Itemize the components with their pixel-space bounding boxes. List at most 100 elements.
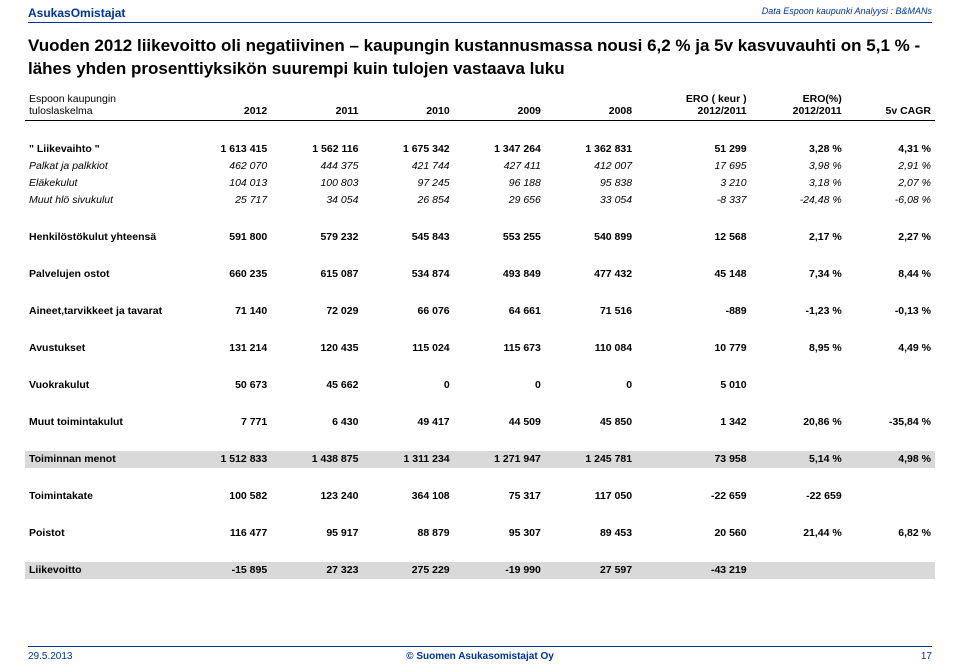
cell-value: 2,27 % xyxy=(846,229,935,246)
cell-value xyxy=(751,562,846,579)
cell-value: 75 317 xyxy=(454,488,545,505)
cell-value: 2,07 % xyxy=(846,175,935,192)
table-row: Palvelujen ostot660 235615 087534 874493… xyxy=(25,266,935,283)
cell-value: 25 717 xyxy=(180,192,271,209)
cell-value: 21,44 % xyxy=(751,525,846,542)
row-label: Vuokrakulut xyxy=(25,377,180,394)
cell-value: -22 659 xyxy=(636,488,751,505)
cell-value: 7 771 xyxy=(180,414,271,431)
cell-value: 8,44 % xyxy=(846,266,935,283)
footer-org: © Suomen Asukasomistajat Oy xyxy=(28,651,932,662)
table-row: Aineet,tarvikkeet ja tavarat71 14072 029… xyxy=(25,303,935,320)
cell-value: 364 108 xyxy=(362,488,453,505)
cell-value: 545 843 xyxy=(362,229,453,246)
cell-value: -889 xyxy=(636,303,751,320)
cell-value: 100 803 xyxy=(271,175,362,192)
cell-value: 275 229 xyxy=(362,562,453,579)
cell-value: 3,18 % xyxy=(751,175,846,192)
cell-value: 412 007 xyxy=(545,158,636,175)
cell-value: 120 435 xyxy=(271,340,362,357)
cell-value: 579 232 xyxy=(271,229,362,246)
row-label: Muut toimintakulut xyxy=(25,414,180,431)
cell-value: 45 148 xyxy=(636,266,751,283)
row-label: Liikevoitto xyxy=(25,562,180,579)
col-header: Espoon kaupungintuloslaskelma xyxy=(25,91,180,121)
cell-value: 45 850 xyxy=(545,414,636,431)
cell-value: 540 899 xyxy=(545,229,636,246)
brand: AsukasOmistajat xyxy=(28,6,125,20)
cell-value: 123 240 xyxy=(271,488,362,505)
cell-value: 1 271 947 xyxy=(454,451,545,468)
col-header: ERO ( keur )2012/2011 xyxy=(636,91,751,121)
cell-value: 5 010 xyxy=(636,377,751,394)
cell-value: 50 673 xyxy=(180,377,271,394)
cell-value: 615 087 xyxy=(271,266,362,283)
table-row: Liikevoitto-15 89527 323275 229-19 99027… xyxy=(25,562,935,579)
cell-value: 44 509 xyxy=(454,414,545,431)
cell-value: 462 070 xyxy=(180,158,271,175)
cell-value: 4,31 % xyxy=(846,141,935,158)
cell-value: -15 895 xyxy=(180,562,271,579)
cell-value: 100 582 xyxy=(180,488,271,505)
footer: 29.5.2013 © Suomen Asukasomistajat Oy 17 xyxy=(28,646,932,662)
cell-value: 1 362 831 xyxy=(545,141,636,158)
cell-value: 1 512 833 xyxy=(180,451,271,468)
cell-value: 553 255 xyxy=(454,229,545,246)
cell-value xyxy=(846,562,935,579)
cell-value: 17 695 xyxy=(636,158,751,175)
cell-value: 1 562 116 xyxy=(271,141,362,158)
cell-value: 534 874 xyxy=(362,266,453,283)
cell-value: 131 214 xyxy=(180,340,271,357)
row-label: " Liikevaihto " xyxy=(25,141,180,158)
col-header: ERO(%)2012/2011 xyxy=(751,91,846,121)
col-header: 2009 xyxy=(454,91,545,121)
cell-value: 5,14 % xyxy=(751,451,846,468)
cell-value: 427 411 xyxy=(454,158,545,175)
cell-value: 477 432 xyxy=(545,266,636,283)
col-header: 2008 xyxy=(545,91,636,121)
table-row: Toiminnan menot1 512 8331 438 8751 311 2… xyxy=(25,451,935,468)
cell-value: 6,82 % xyxy=(846,525,935,542)
cell-value: 3,98 % xyxy=(751,158,846,175)
cell-value: 0 xyxy=(454,377,545,394)
cell-value: 1 342 xyxy=(636,414,751,431)
row-label: Aineet,tarvikkeet ja tavarat xyxy=(25,303,180,320)
cell-value: 66 076 xyxy=(362,303,453,320)
cell-value: 1 438 875 xyxy=(271,451,362,468)
financial-table: Espoon kaupungintuloslaskelma20122011201… xyxy=(25,91,935,579)
row-label: Eläkekulut xyxy=(25,175,180,192)
cell-value: 29 656 xyxy=(454,192,545,209)
cell-value: 27 323 xyxy=(271,562,362,579)
cell-value: -22 659 xyxy=(751,488,846,505)
cell-value: 12 568 xyxy=(636,229,751,246)
cell-value: 20,86 % xyxy=(751,414,846,431)
cell-value xyxy=(751,377,846,394)
cell-value: 4,49 % xyxy=(846,340,935,357)
cell-value: 71 516 xyxy=(545,303,636,320)
cell-value: 20 560 xyxy=(636,525,751,542)
cell-value: 51 299 xyxy=(636,141,751,158)
header-rule xyxy=(28,22,932,23)
table-row: Poistot116 47795 91788 87995 30789 45320… xyxy=(25,525,935,542)
cell-value: 1 311 234 xyxy=(362,451,453,468)
page-title: Vuoden 2012 liikevoitto oli negatiivinen… xyxy=(0,29,960,91)
cell-value: 0 xyxy=(545,377,636,394)
brand-part2: Omistajat xyxy=(71,6,126,20)
col-header: 2010 xyxy=(362,91,453,121)
cell-value: -8 337 xyxy=(636,192,751,209)
cell-value: 27 597 xyxy=(545,562,636,579)
cell-value: 64 661 xyxy=(454,303,545,320)
cell-value: 33 054 xyxy=(545,192,636,209)
cell-value: 95 307 xyxy=(454,525,545,542)
cell-value: 97 245 xyxy=(362,175,453,192)
cell-value: 73 958 xyxy=(636,451,751,468)
cell-value: 8,95 % xyxy=(751,340,846,357)
row-label: Palkat ja palkkiot xyxy=(25,158,180,175)
table-row: Muut toimintakulut7 7716 43049 41744 509… xyxy=(25,414,935,431)
row-label: Toimintakate xyxy=(25,488,180,505)
cell-value: -1,23 % xyxy=(751,303,846,320)
cell-value: 6 430 xyxy=(271,414,362,431)
table-row: Vuokrakulut50 67345 6620005 010 xyxy=(25,377,935,394)
data-source: Data Espoon kaupunki Analyysi : B&MANs xyxy=(762,6,932,20)
cell-value: 104 013 xyxy=(180,175,271,192)
